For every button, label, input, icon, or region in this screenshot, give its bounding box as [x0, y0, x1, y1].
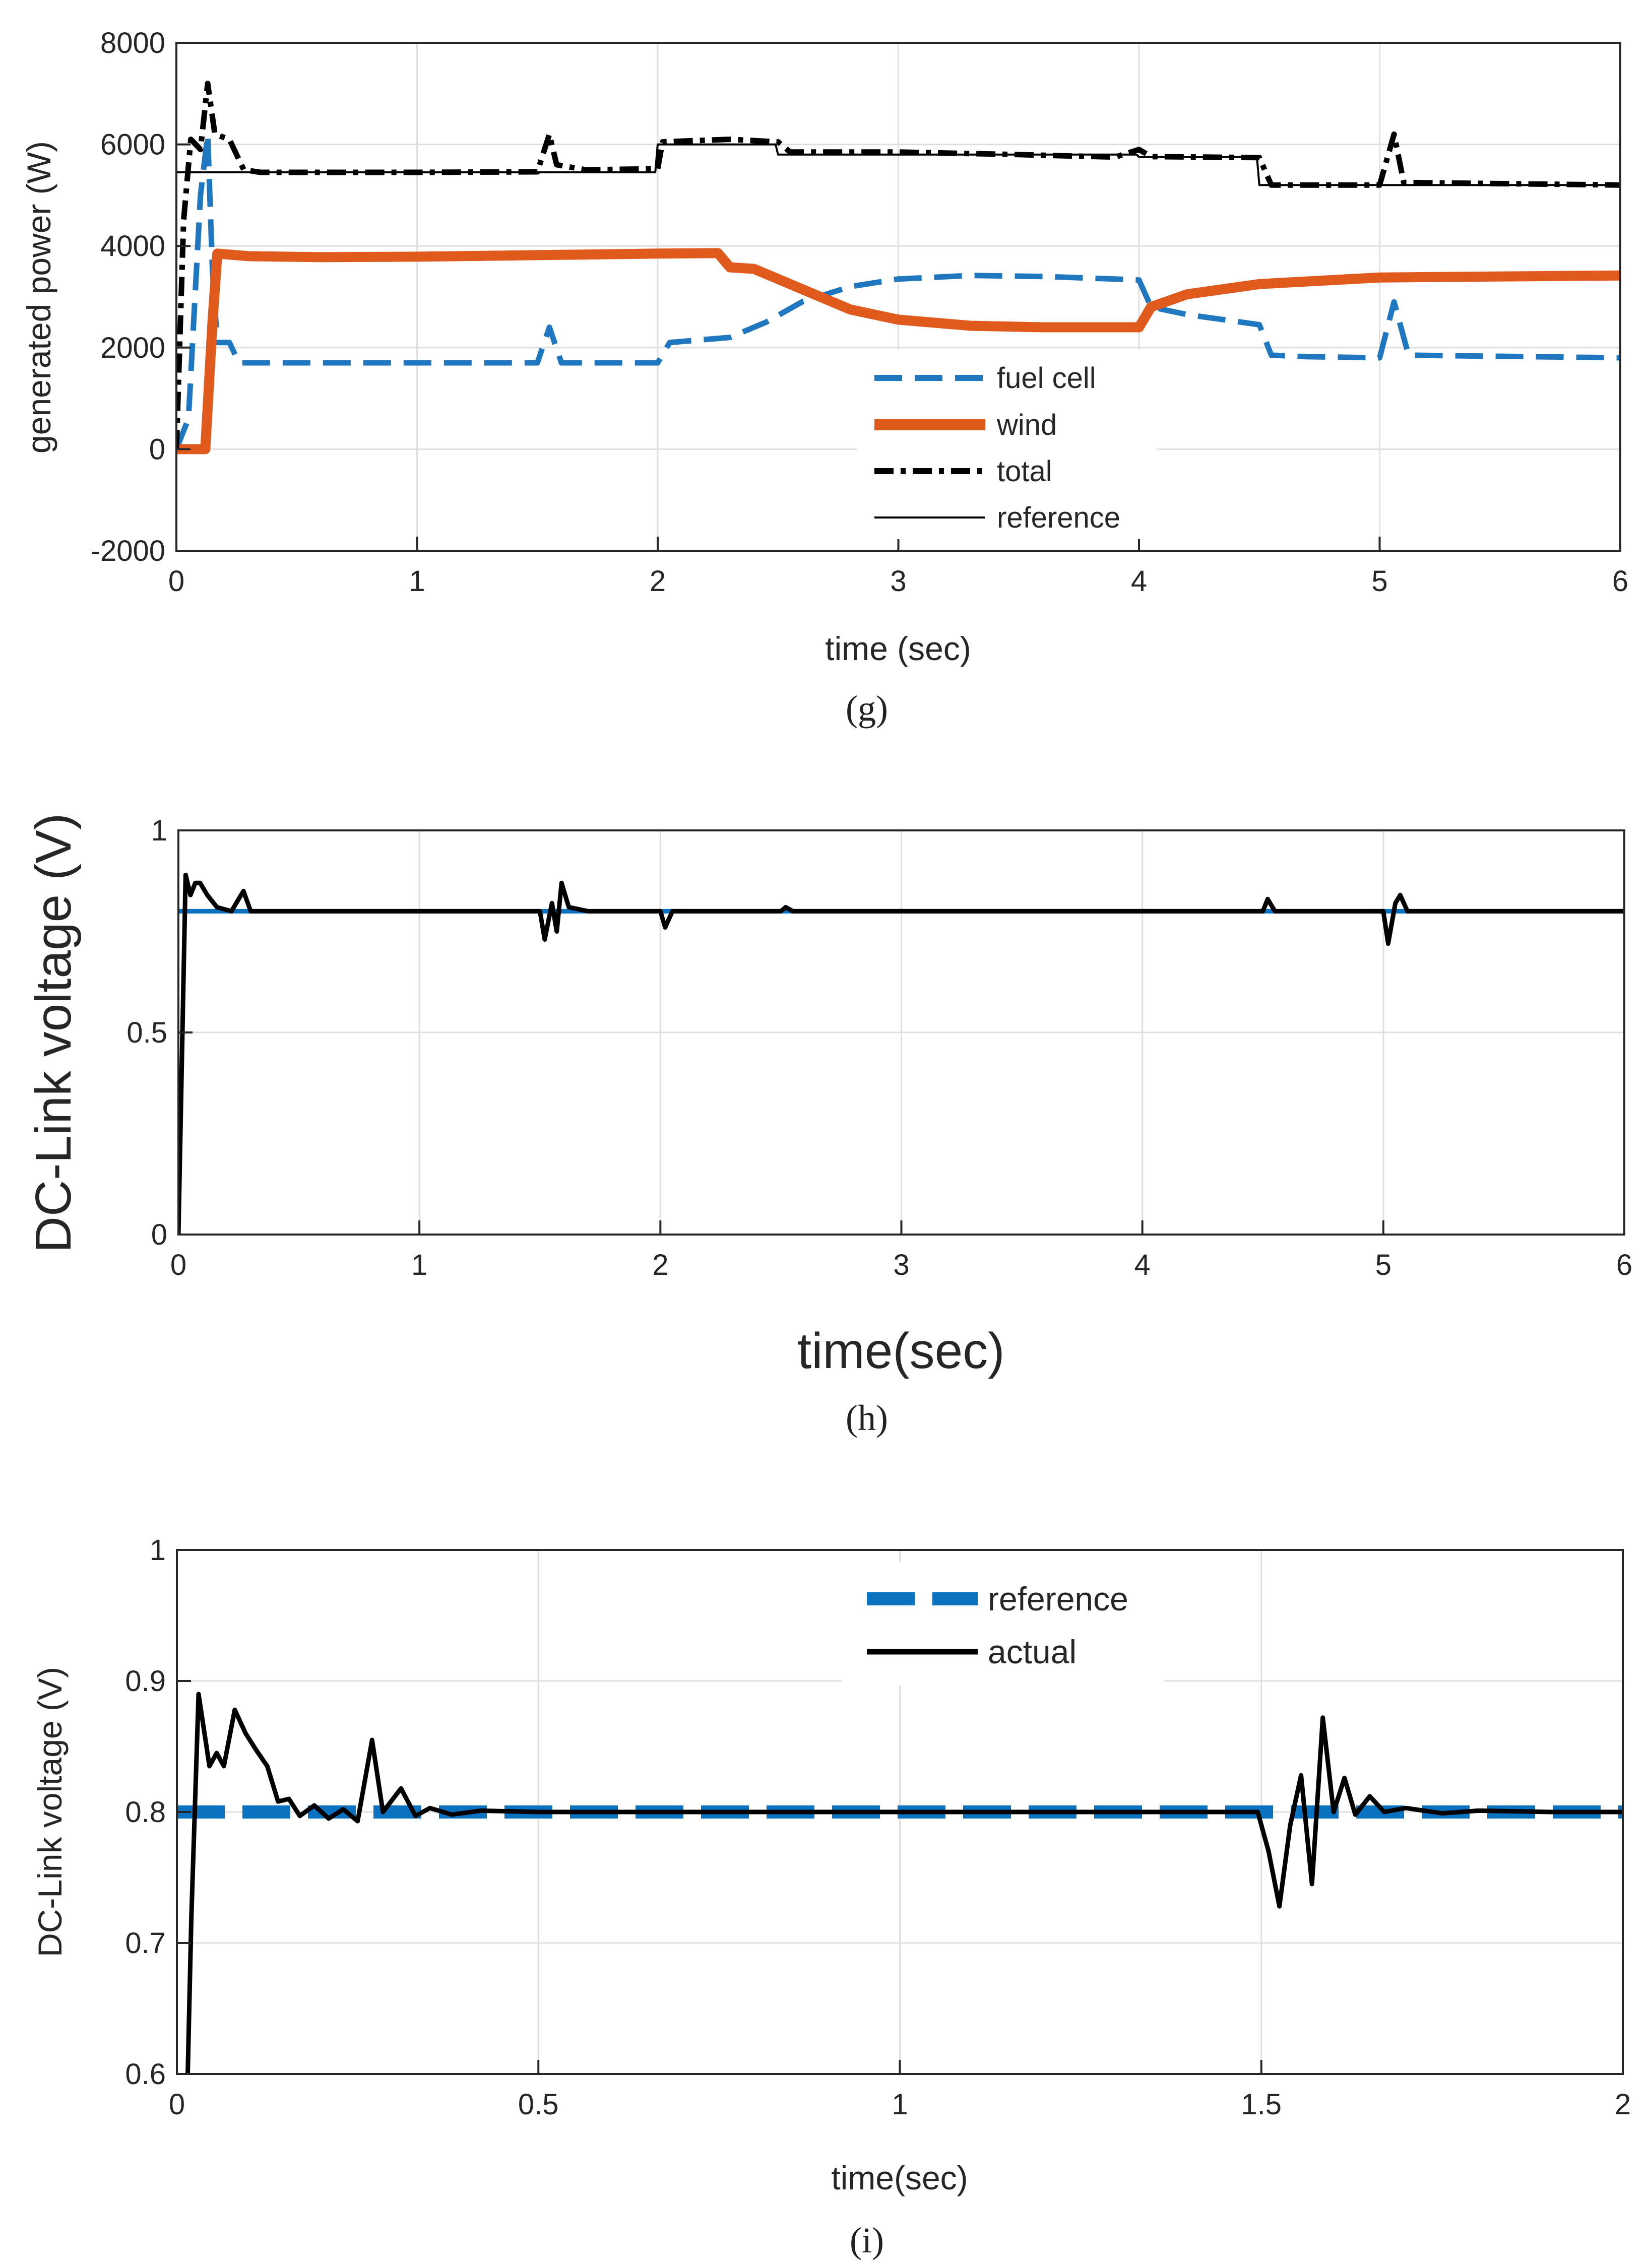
y-tick-label: 1 [151, 814, 167, 847]
y-tick-label: -2000 [91, 535, 165, 567]
x-axis-label-i: time(sec) [831, 2159, 968, 2196]
series-line-actual-h [178, 872, 1624, 1235]
series-h [178, 872, 1624, 1235]
x-tick-label: 2 [1615, 2088, 1631, 2121]
x-tick-label: 6 [1612, 565, 1628, 598]
y-tick-label: 0 [149, 433, 165, 466]
x-tick-label: 0 [169, 2088, 185, 2121]
legend-g: fuel cell wind total reference [857, 350, 1157, 539]
legend-label-total: total [997, 455, 1052, 488]
y-tick-label: 0 [151, 1218, 167, 1251]
x-tick-label: 4 [1134, 1249, 1151, 1281]
x-tick-label: 0 [168, 565, 184, 598]
series-line-actual-i [185, 1692, 1623, 2074]
grid-h [178, 830, 1624, 1235]
y-tick-label: 6000 [100, 128, 165, 161]
ticks-h: 0 1 2 3 4 5 6 0 0.5 1 [126, 814, 1632, 1281]
y-tick-label: 0.8 [125, 1796, 166, 1829]
y-tick-label: 4000 [100, 230, 165, 263]
x-tick-label: 1 [892, 2088, 908, 2121]
x-tick-label: 5 [1375, 1249, 1391, 1281]
y-tick-label: 0.6 [125, 2058, 166, 2091]
y-tick-label: 8000 [100, 27, 165, 59]
y-tick-label: 0.9 [125, 1665, 166, 1698]
legend-box-i [842, 1562, 1164, 1686]
legend-label-reference-g: reference [997, 501, 1120, 534]
x-tick-label: 6 [1616, 1249, 1632, 1281]
panel-i: 0 0.5 1 1.5 2 0.6 0.7 0.8 0.9 1 time(sec) DC-Link… [31, 1534, 1631, 2260]
x-tick-label: 3 [890, 565, 906, 598]
x-tick-label: 4 [1131, 565, 1147, 598]
x-tick-label: 1 [409, 565, 425, 598]
caption-g: (g) [846, 688, 888, 729]
legend-label-reference-i: reference [988, 1580, 1128, 1617]
y-tick-label: 0.7 [125, 1927, 166, 1960]
legend-label-actual-i: actual [988, 1633, 1076, 1670]
y-axis-label-g: generated power (W) [20, 141, 57, 453]
caption-i: (i) [850, 2220, 884, 2260]
x-axis-label-g: time (sec) [825, 630, 971, 667]
x-tick-label: 0.5 [518, 2088, 559, 2121]
series-line-wind-g [176, 248, 1620, 455]
series-line-reference-g [176, 143, 1620, 186]
series-i [177, 1692, 1623, 2074]
x-tick-label: 3 [893, 1249, 909, 1281]
y-tick-label: 2000 [100, 332, 165, 364]
series-line-fuel-cell-g [176, 131, 1620, 450]
panel-h: 0 1 2 3 4 5 6 0 0.5 1 time(sec) DC-Link voltage (… [25, 813, 1632, 1438]
x-tick-label: 0 [170, 1249, 186, 1281]
x-tick-label: 2 [650, 565, 666, 598]
legend-label-fuel-cell: fuel cell [997, 362, 1096, 395]
ticks-i: 0 0.5 1 1.5 2 0.6 0.7 0.8 0.9 1 [125, 1534, 1631, 2121]
y-tick-label: 0.5 [126, 1016, 167, 1049]
caption-h: (h) [846, 1398, 888, 1438]
y-axis-label-h: DC-Link voltage (V) [25, 813, 82, 1253]
series-line-total-g [176, 81, 1620, 449]
series-g [176, 81, 1620, 455]
legend-i: reference actual [842, 1562, 1164, 1686]
y-tick-label: 1 [150, 1534, 166, 1567]
x-tick-label: 1 [411, 1249, 427, 1281]
y-axis-label-i: DC-Link voltage (V) [31, 1667, 69, 1957]
legend-label-wind: wind [996, 409, 1057, 441]
x-axis-label-h: time(sec) [797, 1323, 1004, 1379]
x-tick-label: 1.5 [1241, 2088, 1282, 2121]
legend-box-g [857, 350, 1157, 539]
x-tick-label: 5 [1371, 565, 1387, 598]
x-tick-label: 2 [652, 1249, 668, 1281]
